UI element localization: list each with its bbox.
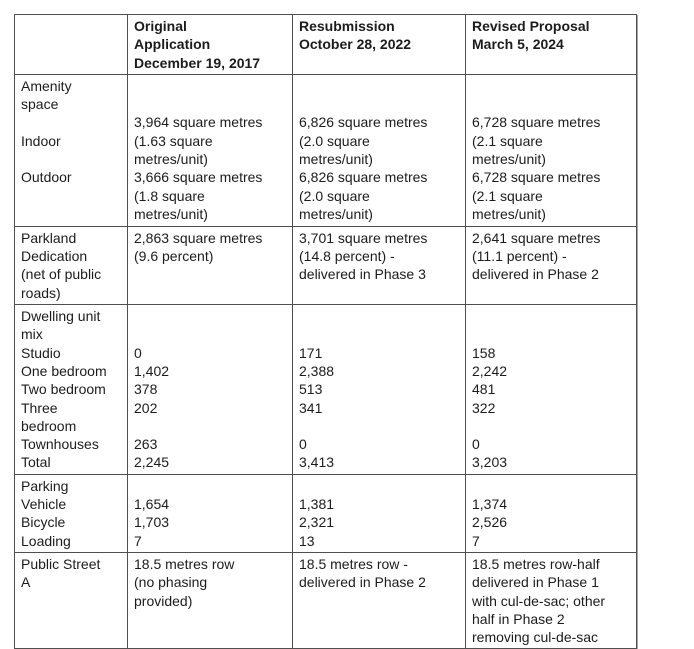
parkland-original-value: 2,863 square metres (9.6 percent) — [127, 225, 293, 306]
amenity-revised-value: 6,728 square metres (2.1 square metres/u… — [465, 73, 637, 227]
parkland-resubmission-value: 3,701 square metres (14.8 percent) - del… — [292, 225, 466, 306]
row-label-amenity-space: Amenity space Indoor Outdoor — [14, 73, 128, 227]
table-header: Original Application December 19, 2017 R… — [14, 14, 637, 75]
row-label-parking: Parking Vehicle Bicycle Loading — [14, 473, 128, 553]
parkland-revised-value: 2,641 square metres (11.1 percent) - del… — [465, 225, 637, 306]
street-original-value: 18.5 metres row (no phasing provided) — [127, 551, 293, 649]
header-row: Original Application December 19, 2017 R… — [14, 14, 637, 75]
header-original-application: Original Application December 19, 2017 — [127, 14, 293, 75]
dwelling-original-value: 0 1,402 378 202 263 2,245 — [127, 304, 293, 475]
dwelling-revised-value: 158 2,242 481 322 0 3,203 — [465, 304, 637, 475]
parking-resubmission-value: 1,381 2,321 13 — [292, 473, 466, 553]
table-row-parking: Parking Vehicle Bicycle Loading 1,654 1,… — [14, 473, 637, 553]
parking-revised-value: 1,374 2,526 7 — [465, 473, 637, 553]
comparison-table: Original Application December 19, 2017 R… — [14, 14, 637, 649]
header-resubmission: Resubmission October 28, 2022 — [292, 14, 466, 75]
street-resubmission-value: 18.5 metres row - delivered in Phase 2 — [292, 551, 466, 649]
table-row-dwelling-unit-mix: Dwelling unit mix Studio One bedroom Two… — [14, 304, 637, 475]
parking-original-value: 1,654 1,703 7 — [127, 473, 293, 553]
header-blank-cell — [14, 14, 128, 75]
table-row-public-street-a: Public Street A 18.5 metres row (no phas… — [14, 551, 637, 649]
table-row-amenity-space: Amenity space Indoor Outdoor 3,964 squar… — [14, 73, 637, 227]
row-label-public-street-a: Public Street A — [14, 551, 128, 649]
table-body: Amenity space Indoor Outdoor 3,964 squar… — [14, 73, 637, 649]
dwelling-resubmission-value: 171 2,388 513 341 0 3,413 — [292, 304, 466, 475]
amenity-resubmission-value: 6,826 square metres (2.0 square metres/u… — [292, 73, 466, 227]
header-revised-proposal: Revised Proposal March 5, 2024 — [465, 14, 637, 75]
row-label-parkland-dedication: Parkland Dedication (net of public roads… — [14, 225, 128, 306]
row-label-dwelling-unit-mix: Dwelling unit mix Studio One bedroom Two… — [14, 304, 128, 475]
amenity-original-value: 3,964 square metres (1.63 square metres/… — [127, 73, 293, 227]
table-row-parkland-dedication: Parkland Dedication (net of public roads… — [14, 225, 637, 306]
street-revised-value: 18.5 metres row-half delivered in Phase … — [465, 551, 637, 649]
